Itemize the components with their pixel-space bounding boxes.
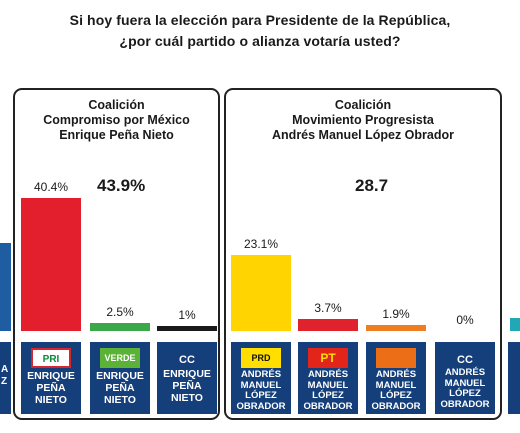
chart-title-line1: Si hoy fuera la elección para Presidente…: [69, 12, 451, 28]
candidate-name: ANDRÉS MANUEL LÓPEZ OBRADOR: [440, 367, 490, 410]
partial-right-card: [508, 342, 520, 414]
bar-prd: [231, 255, 291, 331]
group-total-progresista: 28.7: [355, 176, 389, 195]
bar-verde: [90, 323, 150, 331]
candidate-card: PRD ANDRÉS MANUEL LÓPEZ OBRADOR: [231, 342, 291, 414]
cc-logo-icon: CC: [457, 354, 473, 366]
bar-cc-pe-a-nieto: [157, 326, 217, 331]
group-total-compromiso: 43.9%: [97, 176, 146, 195]
pri-logo-icon: PRI: [31, 348, 71, 368]
candidate-card: PT ANDRÉS MANUEL LÓPEZ OBRADOR: [298, 342, 358, 414]
group-label-progresista-text: Coalición Movimiento Progresista Andrés …: [272, 98, 454, 142]
candidate-name: ANDRÉS MANUEL LÓPEZ OBRADOR: [236, 369, 286, 412]
candidate-card: CC ANDRÉS MANUEL LÓPEZ OBRADOR: [435, 342, 495, 414]
prd-logo-icon: PRD: [241, 348, 281, 368]
bar-value-label: 40.4%: [33, 180, 69, 194]
bar-value-label: 23.1%: [243, 237, 279, 251]
candidate-name: ANDRÉS MANUEL LÓPEZ OBRADOR: [303, 369, 353, 412]
candidate-name: ENRIQUE PEÑA NIETO: [96, 370, 144, 406]
bar-pt: [298, 319, 358, 331]
candidate-card: VERDE ENRIQUE PEÑA NIETO: [90, 342, 150, 414]
verde-logo-icon: VERDE: [100, 348, 140, 368]
bar-pri: [21, 198, 81, 331]
bar-value-label: 0%: [456, 313, 474, 327]
partial-right-bar: [510, 318, 520, 331]
bar-value-label: 1.9%: [382, 307, 410, 321]
candidate-name: ANDRÉS MANUEL LÓPEZ OBRADOR: [371, 369, 421, 412]
group-label-compromiso: Coalición Compromiso por México Enrique …: [13, 98, 220, 143]
movimiento-ciudadano-logo-icon: [376, 348, 416, 368]
bar-value-label: 3.7%: [314, 301, 342, 315]
candidate-name: ENRIQUE PEÑA NIETO: [163, 368, 211, 404]
cc-logo-icon: CC: [179, 354, 195, 366]
chart-title-line2: ¿por cuál partido o alianza votaría uste…: [119, 33, 401, 49]
group-label-compromiso-text: Coalición Compromiso por México Enrique …: [43, 98, 190, 142]
candidate-card: ANDRÉS MANUEL LÓPEZ OBRADOR: [366, 342, 426, 414]
bar-movimiento-ciudadano: [366, 325, 426, 331]
candidate-card: PRI ENRIQUE PEÑA NIETO: [21, 342, 81, 414]
group-label-progresista: Coalición Movimiento Progresista Andrés …: [224, 98, 502, 143]
candidate-card: CC ENRIQUE PEÑA NIETO: [157, 342, 217, 414]
pt-logo-icon: PT: [308, 348, 348, 368]
bar-value-label: 2.5%: [106, 305, 134, 319]
bar-value-label: 1%: [178, 308, 196, 322]
candidate-name: ENRIQUE PEÑA NIETO: [27, 370, 75, 406]
partial-left-card: A Z: [0, 342, 11, 414]
partial-left-bar: [0, 243, 11, 331]
